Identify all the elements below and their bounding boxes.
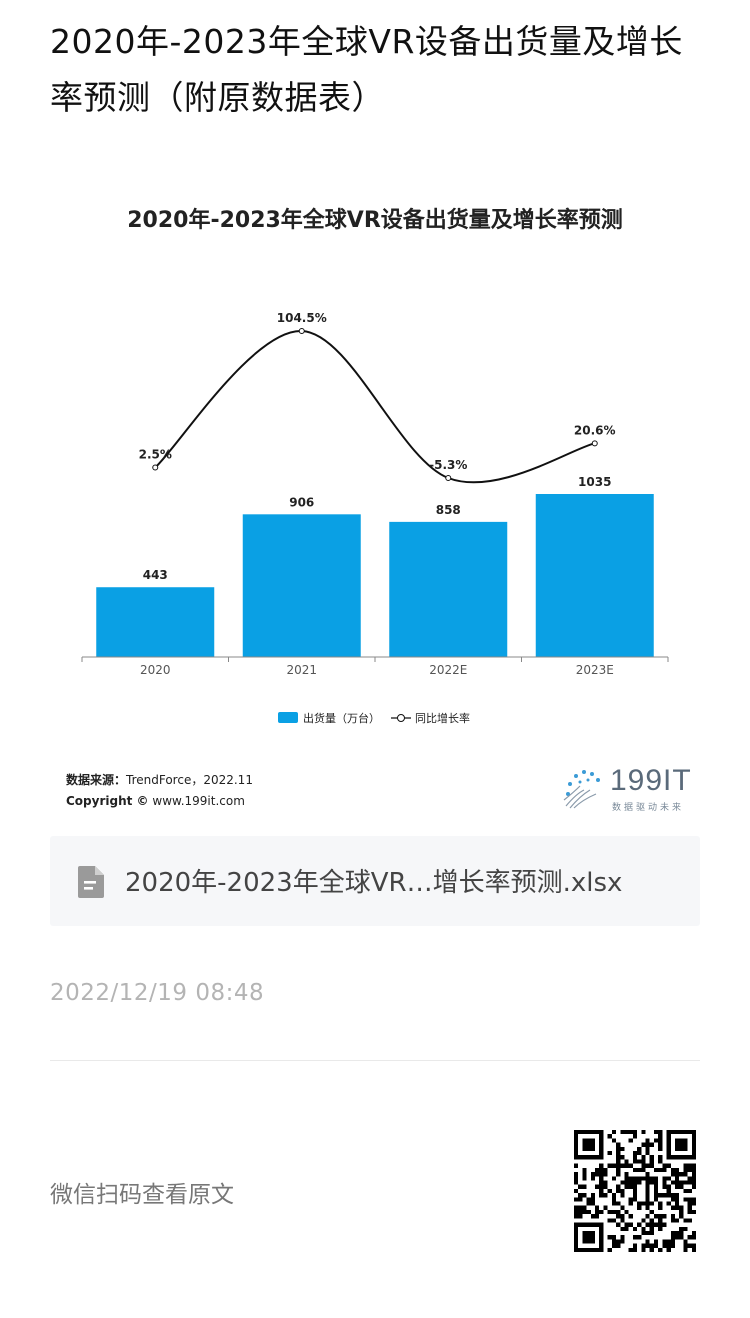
divider bbox=[50, 1060, 700, 1061]
source-label: 数据来源： bbox=[66, 773, 127, 787]
brand-logo: 199IT 数据驱动未来 bbox=[560, 764, 700, 814]
document-icon bbox=[78, 866, 104, 898]
chart-svg: 443 2020 906 2021 858 2022E 1035 2023E 2.5% 104.5… bbox=[81, 311, 669, 725]
publish-timestamp: 2022/12/19 08:48 bbox=[50, 980, 265, 1006]
line-data-label: 20.6% bbox=[574, 423, 616, 437]
legend-line-marker bbox=[397, 714, 405, 722]
legend-line-label: 同比增长率 bbox=[415, 711, 470, 725]
chart-bar bbox=[389, 521, 508, 657]
attachment-filename[interactable]: 2020年-2023年全球VR…增长率预测.xlsx bbox=[125, 868, 623, 898]
legend-bar-label: 出货量（万台） bbox=[303, 711, 380, 725]
chart-bar bbox=[535, 494, 654, 657]
line-data-label: 2.5% bbox=[139, 448, 172, 462]
line-data-label: -5.3% bbox=[429, 458, 467, 472]
chart-bar bbox=[242, 514, 361, 657]
page-title: 2020年-2023年全球VR设备出货量及增长率预测（附原数据表） bbox=[50, 22, 683, 117]
bar-data-label: 906 bbox=[289, 495, 314, 509]
source-note: 数据来源：TrendForce，2022.11 Copyright © www.… bbox=[66, 770, 253, 812]
x-tick-label: 2023E bbox=[576, 663, 614, 677]
growth-rate-line bbox=[154, 329, 595, 484]
copyright-label: Copyright © bbox=[66, 794, 149, 808]
x-tick-label: 2022E bbox=[429, 663, 467, 677]
x-tick-label: 2020 bbox=[140, 663, 171, 677]
chart-title: 2020年-2023年全球VR设备出货量及增长率预测 bbox=[127, 208, 623, 233]
growth-rate-point bbox=[591, 440, 598, 447]
chart-container: 2020年-2023年全球VR设备出货量及增长率预测 443 2020 906 202… bbox=[0, 180, 750, 820]
growth-rate-point bbox=[298, 328, 305, 334]
x-tick-label: 2021 bbox=[286, 663, 317, 677]
growth-rate-point bbox=[152, 464, 159, 471]
attachment-card[interactable]: 2020年-2023年全球VR…增长率预测.xlsx bbox=[50, 836, 700, 926]
bar-data-label: 858 bbox=[436, 503, 461, 517]
growth-rate-point bbox=[445, 475, 452, 481]
logo-mark-icon bbox=[563, 770, 600, 809]
scan-to-view-text: 微信扫码查看原文 bbox=[50, 1182, 234, 1208]
chart-bar bbox=[96, 587, 215, 657]
source-value: TrendForce，2022.11 bbox=[126, 773, 253, 787]
qr-code-icon[interactable] bbox=[574, 1130, 696, 1252]
legend-bar-swatch bbox=[278, 712, 298, 723]
logo-text: 199IT bbox=[610, 764, 692, 797]
bar-data-label: 1035 bbox=[578, 475, 611, 489]
copyright-value: www.199it.com bbox=[152, 794, 245, 808]
line-data-label: 104.5% bbox=[277, 311, 327, 325]
logo-tagline: 数据驱动未来 bbox=[612, 803, 685, 813]
bar-data-label: 443 bbox=[143, 568, 168, 582]
